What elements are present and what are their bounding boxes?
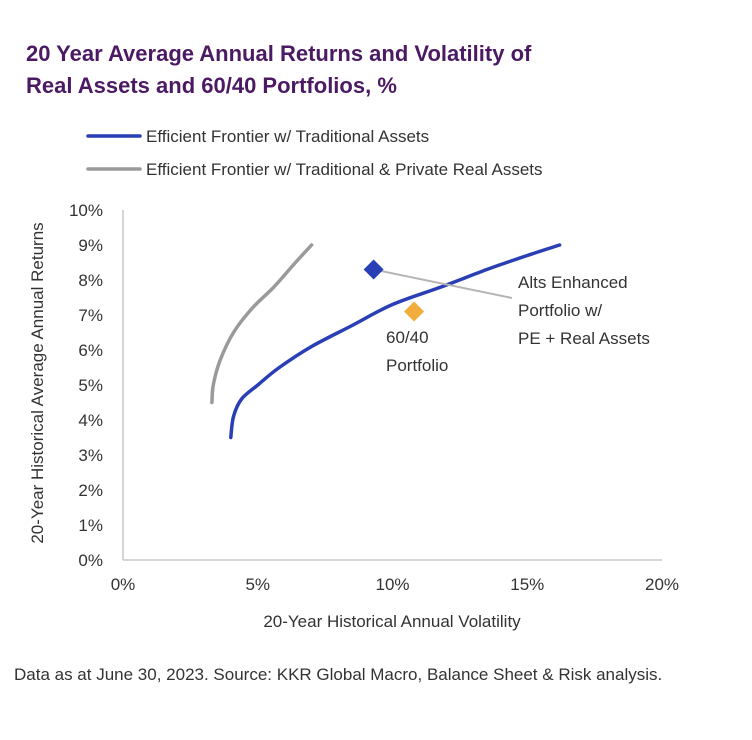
y-tick-label: 6% <box>78 341 103 360</box>
alts-enhanced-point <box>363 259 384 280</box>
x-tick-label: 0% <box>111 575 136 594</box>
y-tick-label: 9% <box>78 236 103 255</box>
alts-enhanced-connector <box>373 268 513 299</box>
y-tick-label: 1% <box>78 516 103 535</box>
chart-title-line-1: 20 Year Average Annual Returns and Volat… <box>26 41 532 66</box>
chart-title: 20 Year Average Annual Returns and Volat… <box>26 38 726 102</box>
y-axis-label: 20-Year Historical Average Annual Return… <box>28 222 47 543</box>
x-tick-label: 5% <box>245 575 270 594</box>
x-tick-label: 10% <box>375 575 409 594</box>
y-tick-label: 8% <box>78 271 103 290</box>
y-tick-label: 7% <box>78 306 103 325</box>
source-note: Data as at June 30, 2023. Source: KKR Gl… <box>14 665 663 684</box>
portfolio-6040-point <box>404 301 425 322</box>
x-axis-label: 20-Year Historical Annual Volatility <box>263 612 521 631</box>
x-tick-label: 15% <box>510 575 544 594</box>
alts-enhanced-label-line: PE + Real Assets <box>518 329 650 348</box>
y-tick-label: 5% <box>78 376 103 395</box>
portfolio-6040-label-line: 60/40 <box>386 328 429 347</box>
series-line-traditional <box>229 243 562 440</box>
y-tick-label: 4% <box>78 411 103 430</box>
legend: Efficient Frontier w/ Traditional Assets… <box>86 127 543 179</box>
legend-label-traditional: Efficient Frontier w/ Traditional Assets <box>146 127 429 146</box>
y-tick-label: 2% <box>78 481 103 500</box>
alts-enhanced-label-line: Alts Enhanced <box>518 273 628 292</box>
alts-enhanced-label-line: Portfolio w/ <box>518 301 602 320</box>
chart: Efficient Frontier w/ Traditional Assets… <box>28 127 679 631</box>
points-layer: Alts Enhanced Portfolio w/PE + Real Asset… <box>363 259 650 375</box>
legend-label-private-real: Efficient Frontier w/ Traditional & Priv… <box>146 160 543 179</box>
portfolio-6040-label-line: Portfolio <box>386 356 448 375</box>
y-tick-label: 10% <box>69 201 103 220</box>
y-axis-ticks: 0% 1% 2% 3% 4% 5% 6% 7% 8% 9% 10% <box>69 201 103 570</box>
series-layer <box>210 243 562 440</box>
x-tick-label: 20% <box>645 575 679 594</box>
x-axis-ticks: 0% 5% 10% 15% 20% <box>111 575 679 594</box>
y-tick-label: 3% <box>78 446 103 465</box>
series-line-private-real <box>210 243 314 405</box>
chart-title-line-2: Real Assets and 60/40 Portfolios, % <box>26 73 397 98</box>
y-tick-label: 0% <box>78 551 103 570</box>
